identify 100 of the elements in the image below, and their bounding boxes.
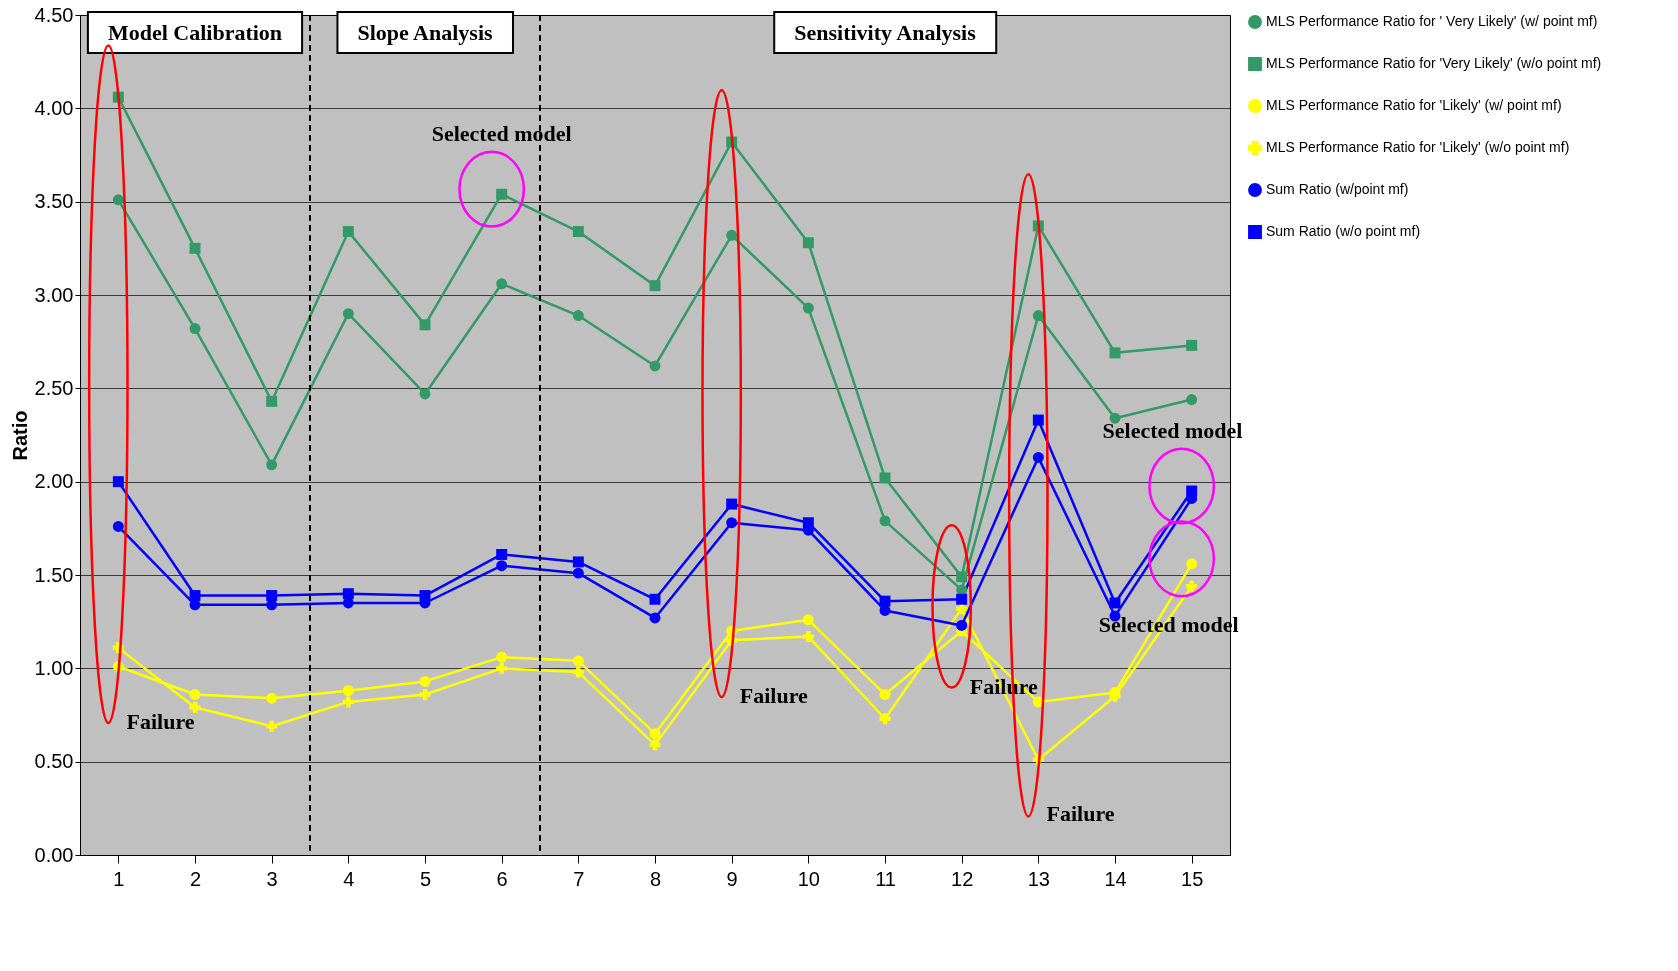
point bbox=[572, 310, 584, 321]
point bbox=[189, 242, 201, 254]
point bbox=[496, 560, 508, 572]
point bbox=[189, 590, 201, 602]
annotation: Slope Analysis bbox=[357, 20, 493, 45]
x-tick-label: 11 bbox=[875, 867, 896, 890]
point bbox=[1109, 412, 1121, 424]
point bbox=[1032, 310, 1044, 321]
x-tick-label: 13 bbox=[1027, 867, 1050, 890]
x-tick-label: 1 bbox=[113, 867, 125, 890]
point bbox=[572, 666, 584, 678]
x-tick-label: 9 bbox=[726, 867, 738, 890]
point bbox=[266, 692, 278, 704]
y-tick-label: 3.00 bbox=[34, 283, 74, 306]
x-tick-label: 3 bbox=[266, 867, 278, 890]
point bbox=[879, 595, 891, 607]
x-tick-label: 6 bbox=[496, 867, 508, 890]
point bbox=[496, 651, 508, 663]
annotation: Failure bbox=[739, 683, 809, 709]
point bbox=[496, 662, 508, 674]
point bbox=[802, 302, 814, 314]
y-tick-label: 0.00 bbox=[34, 843, 74, 866]
point bbox=[879, 515, 891, 527]
point bbox=[956, 571, 968, 583]
point bbox=[802, 237, 814, 249]
point bbox=[189, 689, 201, 700]
point bbox=[419, 388, 431, 400]
point bbox=[649, 360, 661, 372]
annotation: Sensitivity Analysis bbox=[794, 20, 977, 45]
point bbox=[726, 498, 738, 510]
point bbox=[649, 280, 661, 292]
x-tick-label: 8 bbox=[649, 867, 662, 890]
x-tick-label: 7 bbox=[573, 867, 585, 890]
x-tick-label: 4 bbox=[343, 867, 355, 890]
point bbox=[649, 728, 661, 740]
y-tick-label: 2.00 bbox=[34, 470, 74, 493]
y-tick-label: 3.50 bbox=[34, 190, 74, 213]
point bbox=[419, 590, 431, 602]
point bbox=[879, 689, 891, 700]
point bbox=[1032, 451, 1044, 463]
point bbox=[189, 323, 201, 335]
x-tick-label: 15 bbox=[1181, 867, 1204, 890]
point bbox=[1109, 347, 1121, 359]
y-tick-label: 4.00 bbox=[34, 96, 74, 119]
legend-label: MLS Performance Ratio for ' Very Likely' (w/ point mf) bbox=[1266, 13, 1598, 29]
point bbox=[419, 688, 431, 700]
point bbox=[419, 675, 431, 687]
point bbox=[1186, 558, 1198, 570]
point bbox=[112, 476, 124, 488]
point bbox=[342, 588, 354, 600]
point bbox=[726, 229, 738, 241]
y-tick-label: 0.50 bbox=[34, 750, 74, 773]
point bbox=[879, 472, 891, 484]
point bbox=[802, 614, 814, 626]
point bbox=[649, 612, 661, 624]
point bbox=[342, 696, 354, 708]
point bbox=[802, 517, 814, 529]
point bbox=[496, 278, 508, 290]
point bbox=[342, 226, 354, 238]
y-tick-label: 4.50 bbox=[34, 3, 74, 26]
legend-label: Sum Ratio (w/point mf) bbox=[1266, 181, 1409, 197]
point bbox=[266, 590, 278, 602]
point bbox=[956, 593, 968, 605]
y-tick-label: 2.50 bbox=[34, 376, 74, 399]
x-tick-label: 10 bbox=[797, 867, 820, 890]
y-axis-title: Ratio bbox=[8, 410, 31, 461]
point bbox=[419, 319, 431, 331]
point bbox=[496, 188, 508, 200]
legend-label: MLS Performance Ratio for 'Likely' (w/o point mf) bbox=[1266, 139, 1570, 155]
legend-label: MLS Performance Ratio for 'Likely' (w/ point mf) bbox=[1266, 97, 1562, 113]
point bbox=[1186, 485, 1198, 497]
x-tick-label: 14 bbox=[1104, 867, 1127, 890]
point bbox=[1186, 339, 1198, 351]
point bbox=[802, 631, 814, 643]
point bbox=[342, 308, 354, 320]
y-tick-label: 1.50 bbox=[34, 563, 74, 586]
point bbox=[649, 593, 661, 605]
point bbox=[572, 556, 584, 568]
x-tick-label: 12 bbox=[951, 867, 974, 890]
point bbox=[189, 702, 201, 714]
point bbox=[266, 459, 278, 471]
point bbox=[572, 567, 584, 579]
point bbox=[112, 521, 124, 532]
point bbox=[112, 194, 124, 206]
point bbox=[266, 395, 278, 407]
annotation: Failure bbox=[1046, 800, 1115, 826]
point bbox=[726, 517, 738, 529]
y-tick-label: 1.00 bbox=[34, 656, 74, 679]
point bbox=[266, 720, 278, 732]
point bbox=[1186, 394, 1198, 405]
point bbox=[1032, 414, 1044, 426]
point bbox=[572, 655, 584, 667]
point bbox=[342, 685, 354, 697]
legend-label: Sum Ratio (w/o point mf) bbox=[1266, 223, 1421, 239]
point bbox=[572, 226, 584, 238]
legend-label: MLS Performance Ratio for 'Very Likely' (w/o point mf) bbox=[1266, 55, 1602, 71]
point bbox=[496, 548, 508, 560]
x-tick-label: 2 bbox=[189, 867, 202, 890]
annotation: Failure bbox=[126, 709, 195, 735]
x-tick-label: 5 bbox=[419, 867, 432, 890]
